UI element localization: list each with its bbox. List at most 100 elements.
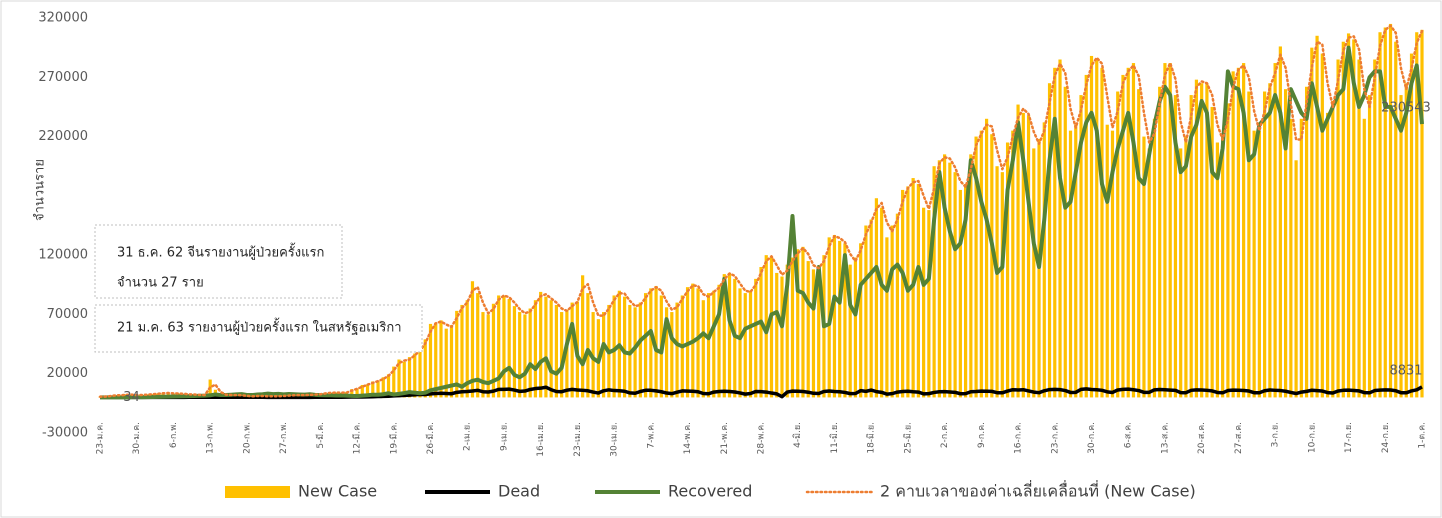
x-tick-label: 13-ก.พ. <box>206 422 216 454</box>
bar <box>1110 130 1115 398</box>
bar <box>1116 91 1120 398</box>
bar <box>413 353 417 398</box>
bar <box>1105 124 1109 398</box>
bar <box>549 300 553 398</box>
bar <box>780 276 784 398</box>
x-tick-label: 17-ก.ย. <box>1344 422 1354 453</box>
bar <box>953 172 957 398</box>
bar <box>392 366 396 398</box>
bar <box>948 162 952 398</box>
bar <box>528 308 532 398</box>
bar <box>990 134 994 398</box>
bar <box>1299 118 1303 398</box>
bar <box>428 323 433 398</box>
bar <box>1205 83 1209 398</box>
y-tick-label: 270000 <box>38 70 88 85</box>
bar <box>869 219 873 398</box>
bar <box>754 278 758 398</box>
bar <box>355 388 359 398</box>
bar <box>1252 130 1256 398</box>
bar <box>407 357 412 398</box>
bar <box>643 293 648 398</box>
x-tick-label: 30-ม.ค. <box>132 422 142 454</box>
bar <box>386 374 391 398</box>
bar <box>1179 148 1183 398</box>
bar <box>1263 91 1267 398</box>
bar <box>654 285 658 398</box>
x-tick-label: 2-ก.ค. <box>940 422 950 448</box>
bar <box>518 312 522 398</box>
bar <box>376 380 380 398</box>
bar <box>1415 32 1419 398</box>
x-tick-label: 1-ต.ค. <box>1418 422 1428 449</box>
x-tick-label: 23-ก.ค. <box>1050 422 1060 454</box>
bar <box>664 307 669 398</box>
bar <box>581 275 585 398</box>
x-tick-label: 6-ส.ค. <box>1124 422 1134 448</box>
legend: New Case Dead Recovered 2 คาบเวลาของค่าเฉลี… <box>225 480 1196 501</box>
x-tick-label: 18-มิ.ย. <box>866 422 877 454</box>
bar <box>649 288 653 398</box>
bar <box>927 210 931 398</box>
x-tick-label: 9-ก.ค. <box>977 422 987 448</box>
x-tick-label: 3-ก.ย. <box>1271 422 1281 447</box>
bar <box>1221 136 1225 398</box>
bar <box>1152 118 1157 398</box>
x-tick-label: 23-ม.ค. <box>96 422 106 454</box>
bar <box>491 303 496 398</box>
bar <box>1352 39 1356 398</box>
bar <box>796 249 800 398</box>
bar <box>1142 136 1146 398</box>
bar <box>1320 53 1324 398</box>
bar <box>544 296 548 398</box>
bar <box>1068 130 1073 398</box>
bar <box>1378 32 1382 398</box>
bar <box>706 293 711 398</box>
bar <box>444 328 448 398</box>
bar <box>402 361 406 398</box>
legend-label: Dead <box>498 482 540 501</box>
bar <box>1079 95 1083 398</box>
bar <box>465 300 469 398</box>
bar <box>1074 124 1078 398</box>
bar <box>455 310 459 398</box>
bar <box>1053 67 1057 398</box>
bar <box>1126 67 1130 398</box>
bar <box>733 278 737 398</box>
bar <box>1273 63 1277 398</box>
bar <box>470 281 475 398</box>
bar <box>481 312 485 398</box>
bar <box>848 264 852 398</box>
bar <box>1404 83 1408 398</box>
bar <box>701 300 705 398</box>
bar <box>890 225 894 398</box>
x-tick-label: 27-ก.พ. <box>279 422 289 454</box>
bar <box>1210 106 1214 398</box>
bar <box>922 207 926 398</box>
bar <box>1063 86 1067 398</box>
legend-label: New Case <box>298 482 377 501</box>
bar <box>497 295 501 398</box>
annotation-text: 21 ม.ค. 63 รายงานผู้ป่วยครั้งแรก ในสหรัฐ… <box>117 318 402 336</box>
bar <box>365 384 370 398</box>
x-tick-label: 2-เม.ย. <box>463 422 473 451</box>
bar <box>1388 23 1393 398</box>
bar <box>1200 83 1204 398</box>
x-tick-label: 24-ก.ย. <box>1381 422 1391 453</box>
bar <box>1042 122 1046 398</box>
bar <box>1346 33 1351 398</box>
annotation-text: 31 ธ.ค. 62 จีนรายงานผู้ป่วยครั้งแรก <box>117 243 324 261</box>
y-tick-label: 120000 <box>38 248 88 263</box>
legend-label: Recovered <box>668 482 752 501</box>
line-series <box>100 385 1423 400</box>
bar <box>963 184 968 398</box>
bar <box>1362 118 1366 398</box>
data-label: 34 <box>123 390 140 405</box>
bar <box>1399 95 1403 398</box>
bar <box>958 189 962 398</box>
annotation-box <box>94 224 343 299</box>
bar <box>638 302 642 398</box>
x-tick-label: 27-ส.ค. <box>1234 422 1244 454</box>
bar <box>565 309 569 398</box>
bar <box>554 304 559 398</box>
